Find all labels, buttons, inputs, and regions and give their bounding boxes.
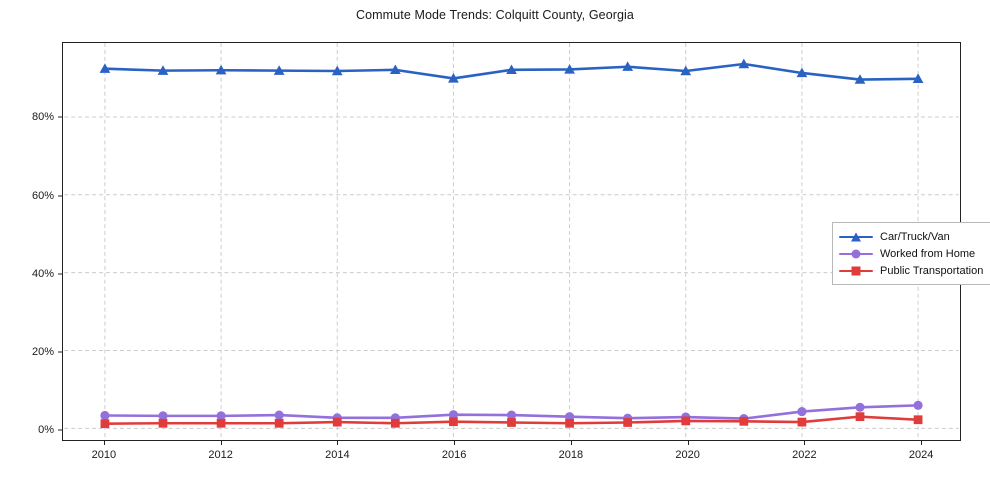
data-point-marker	[158, 418, 168, 428]
data-point-marker	[448, 73, 459, 83]
x-tick-mark	[454, 440, 456, 445]
data-point-marker	[681, 416, 691, 426]
legend-label: Worked from Home	[880, 247, 976, 260]
y-tick-label: 0%	[38, 424, 54, 437]
x-tick-label: 2018	[558, 449, 584, 461]
data-point-marker	[506, 410, 517, 420]
y-tick-mark	[58, 429, 63, 431]
data-point-marker	[216, 411, 226, 421]
x-tick-mark	[220, 440, 222, 445]
x-tick-mark	[921, 440, 923, 445]
legend-marker-triangle-icon	[851, 232, 861, 241]
series-layer	[99, 58, 924, 429]
legend-swatch	[839, 247, 873, 261]
plot-area: 0% 20% 40% 60% 80% 2010 2012 2014 2016 2018 2020 2…	[32, 42, 961, 461]
data-point-marker	[739, 416, 749, 426]
data-point-marker	[564, 64, 575, 74]
legend-swatch	[839, 264, 873, 278]
data-point-marker	[622, 61, 634, 71]
data-point-marker	[855, 412, 865, 422]
x-tick-label: 2020	[675, 449, 700, 461]
data-point-marker	[215, 64, 227, 75]
x-tick-label: 2010	[91, 449, 117, 461]
x-tick-mark	[804, 440, 806, 445]
data-point-marker	[623, 418, 633, 427]
chart-title: Commute Mode Trends: Colquitt County, Ge…	[355, 8, 634, 22]
x-tick-label: 2022	[792, 449, 817, 461]
data-point-marker	[738, 58, 750, 69]
y-tick-label: 60%	[31, 189, 54, 202]
x-tick-mark	[337, 440, 339, 445]
data-point-marker	[332, 417, 342, 427]
data-point-marker	[913, 400, 923, 410]
data-point-marker	[331, 65, 343, 76]
data-point-marker	[99, 63, 111, 73]
data-point-marker	[565, 418, 574, 428]
legend-label: Car/Truck/Van	[880, 230, 950, 243]
x-tick-label: 2012	[208, 449, 233, 461]
y-tick-label: 40%	[31, 267, 54, 280]
data-point-marker	[507, 418, 516, 427]
y-tick-mark	[58, 273, 63, 275]
data-point-marker	[448, 410, 458, 420]
data-point-marker	[274, 418, 284, 428]
y-tick-mark	[58, 195, 63, 197]
x-tick-label: 2014	[325, 449, 350, 461]
data-point-marker	[506, 64, 517, 75]
legend-marker-circle-icon	[851, 249, 861, 258]
chart-legend: Car/Truck/Van Worked from Home Public Tran…	[832, 222, 990, 285]
data-point-marker	[389, 64, 401, 75]
data-point-marker	[797, 407, 807, 417]
x-tick-label: 2024	[908, 449, 934, 461]
data-point-marker	[855, 402, 865, 412]
data-point-marker	[274, 410, 284, 420]
legend-swatch	[839, 230, 873, 244]
legend-item-0[interactable]: Car/Truck/Van	[839, 228, 983, 245]
legend-item-2[interactable]: Public Transportation	[839, 262, 983, 279]
legend-item-1[interactable]: Worked from Home	[839, 245, 983, 262]
data-point-marker	[390, 418, 400, 428]
legend-label: Public Transportation	[880, 264, 984, 277]
data-point-marker	[912, 73, 924, 83]
data-point-marker	[273, 65, 285, 75]
x-tick-mark	[103, 440, 105, 445]
y-tick-label: 80%	[31, 111, 54, 124]
x-tick-mark	[570, 440, 572, 445]
data-point-marker	[854, 74, 866, 84]
data-point-marker	[913, 415, 923, 425]
data-point-marker	[158, 411, 168, 421]
data-point-marker	[157, 65, 169, 75]
y-tick-mark	[58, 351, 63, 353]
y-tick-label: 20%	[31, 346, 54, 359]
data-point-marker	[796, 67, 808, 78]
x-tick-mark	[687, 440, 689, 445]
data-point-marker	[680, 65, 692, 76]
legend-marker-square-icon	[851, 266, 861, 275]
x-tick-label: 2016	[441, 449, 467, 461]
y-tick-mark	[58, 116, 63, 118]
data-point-marker	[100, 410, 110, 421]
data-point-marker	[797, 417, 807, 427]
data-point-marker	[216, 418, 226, 428]
data-point-marker	[100, 419, 110, 429]
data-point-marker	[449, 417, 458, 427]
